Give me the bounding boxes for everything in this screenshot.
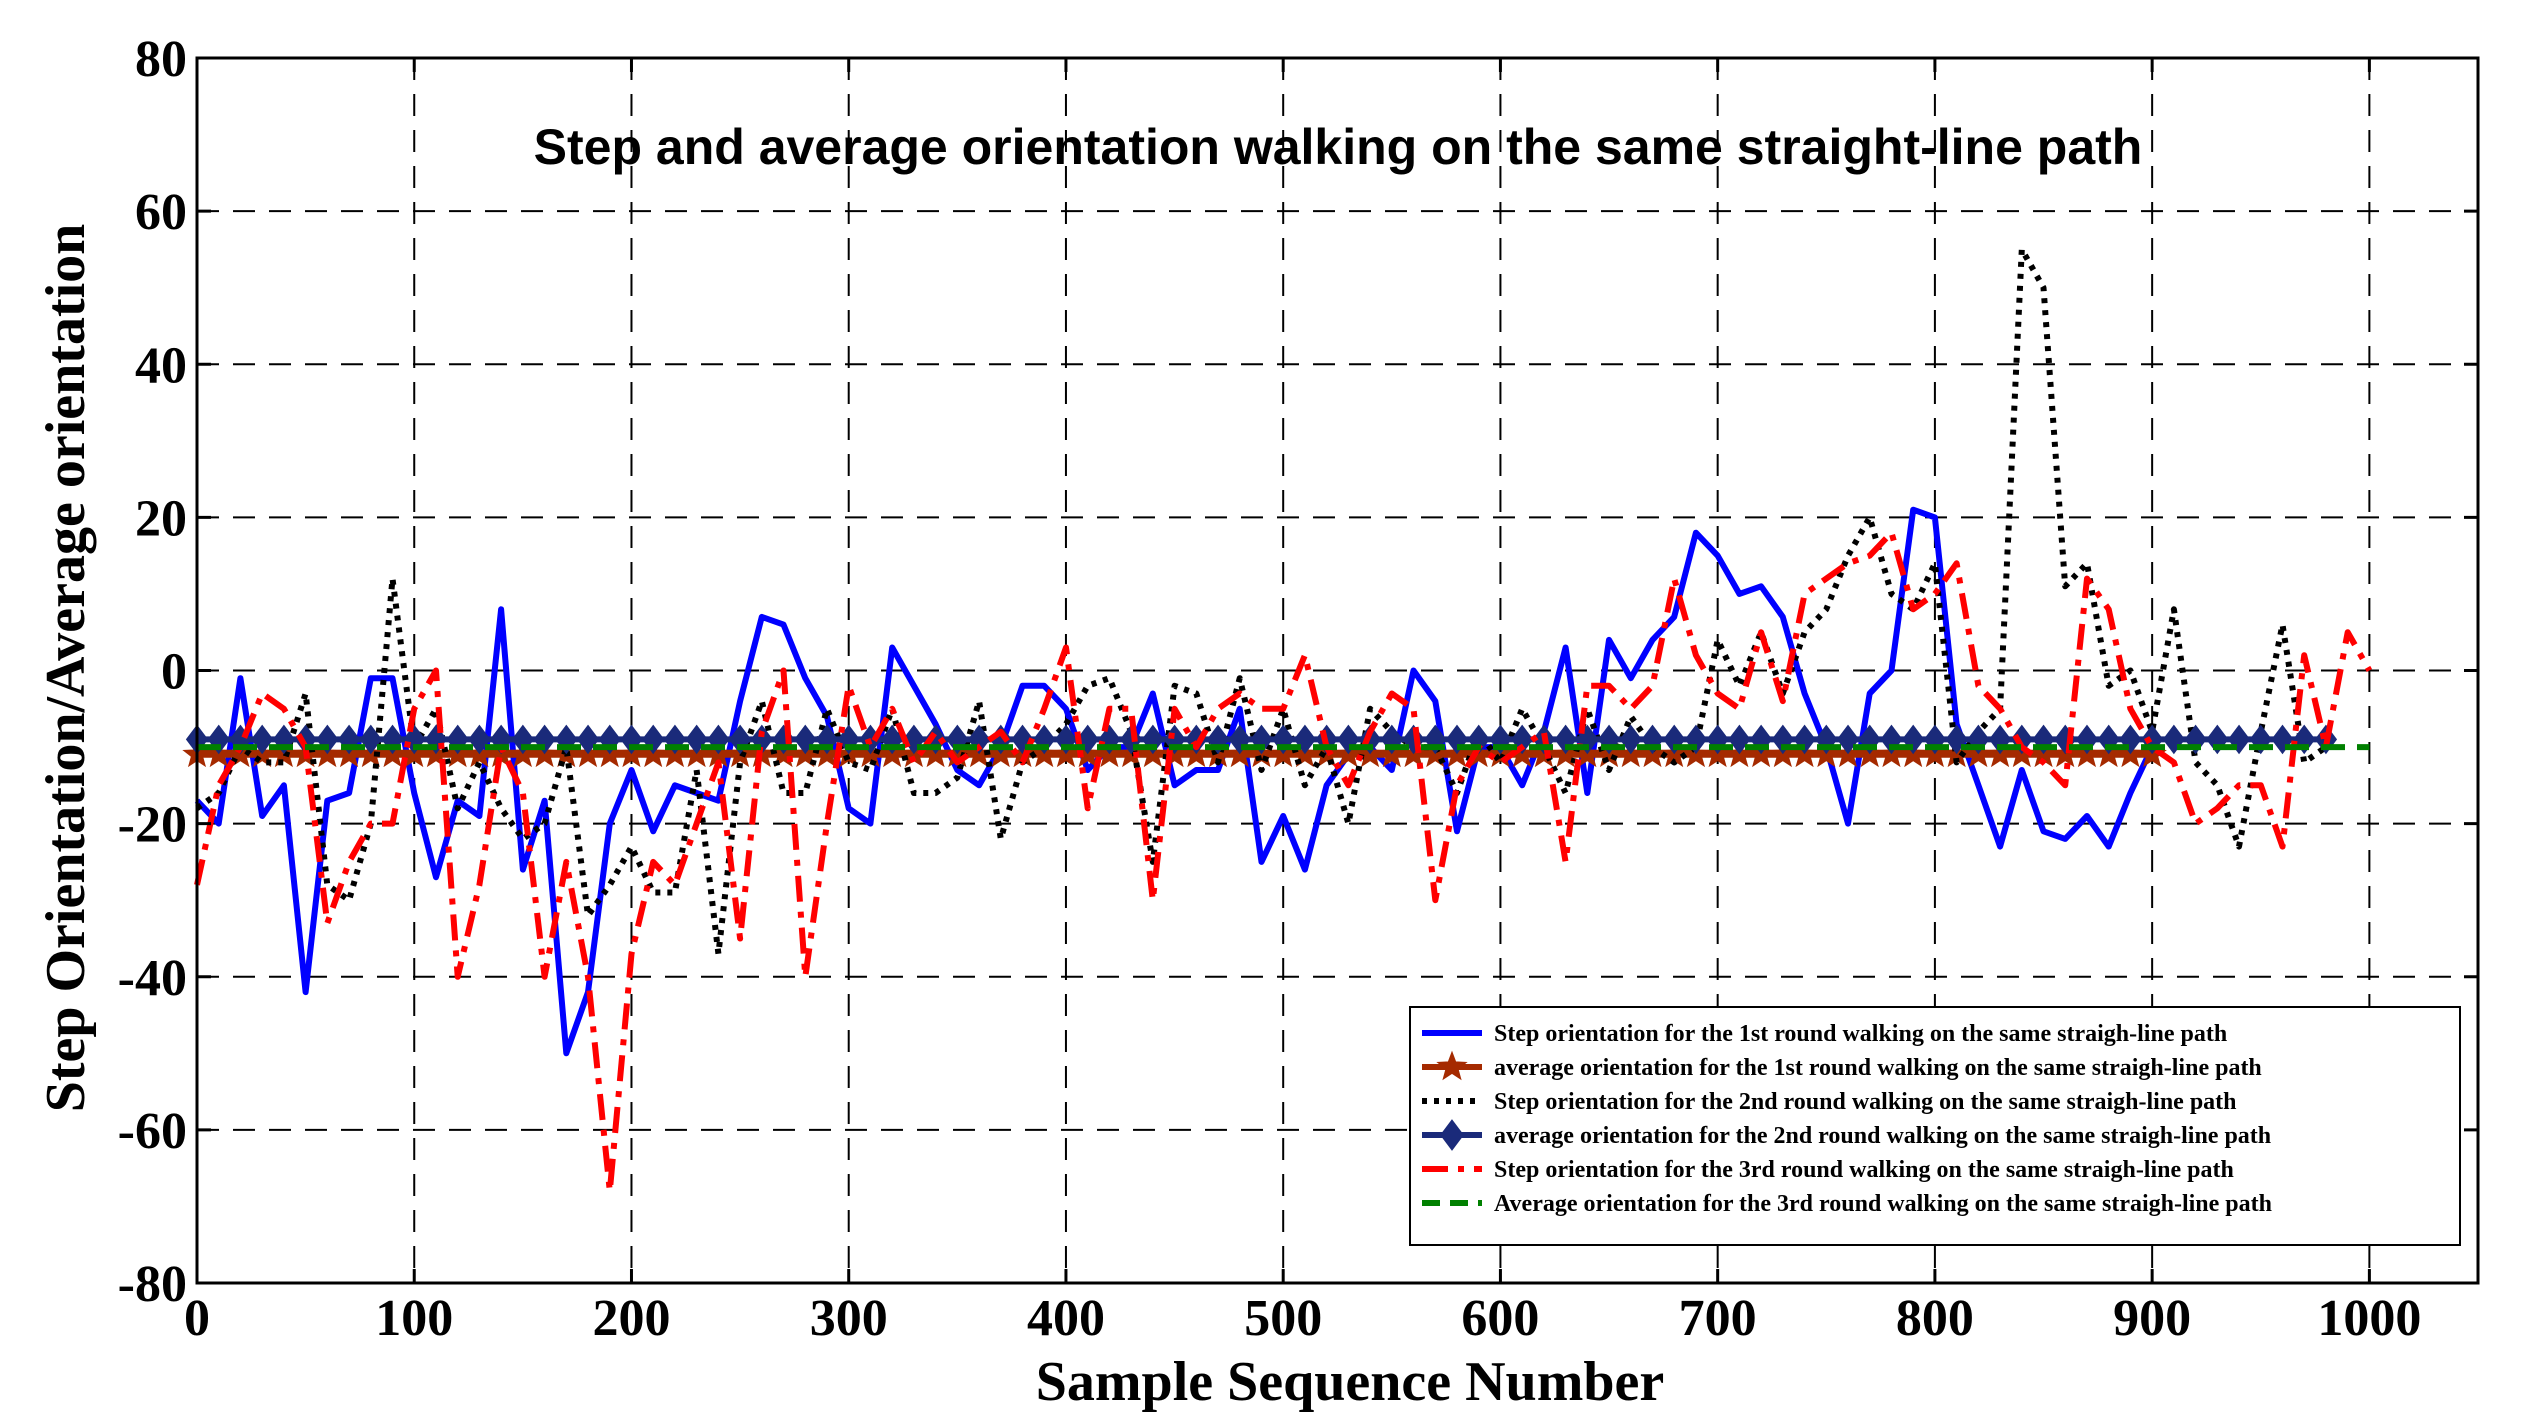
data-point — [468, 724, 491, 755]
series-5 — [194, 529, 2373, 1195]
y-tick-label: -40 — [118, 950, 187, 1007]
data-point — [359, 724, 382, 755]
y-tick-label: 20 — [135, 490, 187, 547]
data-point — [1684, 724, 1708, 755]
x-tick-label: 600 — [1461, 1290, 1539, 1347]
legend-label: Average orientation for the 3rd round wa… — [1494, 1191, 2272, 1217]
data-point — [1511, 724, 1534, 755]
x-tick-label: 700 — [1679, 1290, 1757, 1347]
y-tick-label: 80 — [135, 31, 187, 88]
data-point — [1576, 724, 1599, 755]
data-point — [576, 724, 600, 755]
legend-marker — [1436, 1050, 1468, 1081]
legend-label: Step orientation for the 1st round walki… — [1494, 1021, 2227, 1047]
x-tick-label: 100 — [375, 1290, 453, 1347]
legend-item: average orientation for the 2nd round wa… — [1422, 1119, 2271, 1151]
legend-item: Average orientation for the 3rd round wa… — [1422, 1191, 2272, 1217]
series-line — [194, 529, 2373, 1195]
legend-label: Step orientation for the 3rd round walki… — [1494, 1157, 2234, 1183]
y-tick-label: 0 — [161, 644, 187, 701]
legend-label: Step orientation for the 2nd round walki… — [1494, 1089, 2237, 1115]
data-point — [251, 724, 274, 755]
x-tick-label: 0 — [184, 1290, 210, 1347]
data-point — [1836, 724, 1860, 755]
series-3 — [195, 246, 2328, 957]
legend-marker — [1440, 1119, 1464, 1151]
y-tick-label: -20 — [118, 797, 187, 854]
x-tick-label: 1000 — [2317, 1290, 2421, 1347]
x-axis-label: Sample Sequence Number — [1036, 1351, 1664, 1413]
data-point — [1663, 724, 1686, 755]
data-point — [1793, 724, 1816, 755]
x-tick-label: 900 — [2113, 1290, 2191, 1347]
y-tick-label: 40 — [135, 337, 187, 394]
data-point — [1880, 724, 1903, 755]
ticks: 0 100 200 300 400 500 600 700 800 900 1000-80-60-4… — [118, 31, 2478, 1347]
x-tick-label: 500 — [1244, 1290, 1322, 1347]
data-point — [2162, 724, 2185, 755]
data-point — [685, 724, 708, 755]
series-line — [195, 246, 2328, 957]
legend-item: Step orientation for the 2nd round walki… — [1422, 1089, 2237, 1115]
data-point — [1988, 724, 2012, 755]
x-tick-label: 300 — [810, 1290, 888, 1347]
x-tick-label: 800 — [1896, 1290, 1974, 1347]
data-point — [1293, 724, 1317, 755]
legend-item: Step orientation for the 1st round walki… — [1422, 1021, 2227, 1047]
legend-item: average orientation for the 1st round wa… — [1422, 1050, 2262, 1081]
data-point — [1467, 724, 1490, 755]
y-tick-label: -60 — [118, 1103, 187, 1160]
y-tick-label: 60 — [135, 184, 187, 241]
x-tick-label: 400 — [1027, 1290, 1105, 1347]
y-tick-label: -80 — [118, 1256, 187, 1313]
legend-box — [1409, 1006, 2461, 1246]
series-layer — [182, 246, 2373, 1195]
data-point — [1945, 724, 1968, 755]
y-axis-label: Step Orientation/Average orientation — [35, 224, 97, 1113]
data-point — [1728, 724, 1751, 755]
data-point — [1902, 724, 1925, 755]
data-point — [2097, 724, 2120, 755]
x-tick-label: 200 — [592, 1290, 670, 1347]
data-point — [1619, 724, 1642, 755]
data-point — [794, 724, 817, 755]
legend-item: Step orientation for the 3rd round walki… — [1422, 1157, 2234, 1183]
chart-title: Step and average orientation walking on … — [534, 119, 2143, 175]
data-point — [2271, 724, 2294, 755]
legend-label: average orientation for the 1st round wa… — [1494, 1055, 2262, 1081]
data-point — [1771, 724, 1794, 755]
legend-label: average orientation for the 2nd round wa… — [1494, 1123, 2271, 1149]
legend: Step orientation for the 1st round walki… — [1409, 1006, 2461, 1246]
